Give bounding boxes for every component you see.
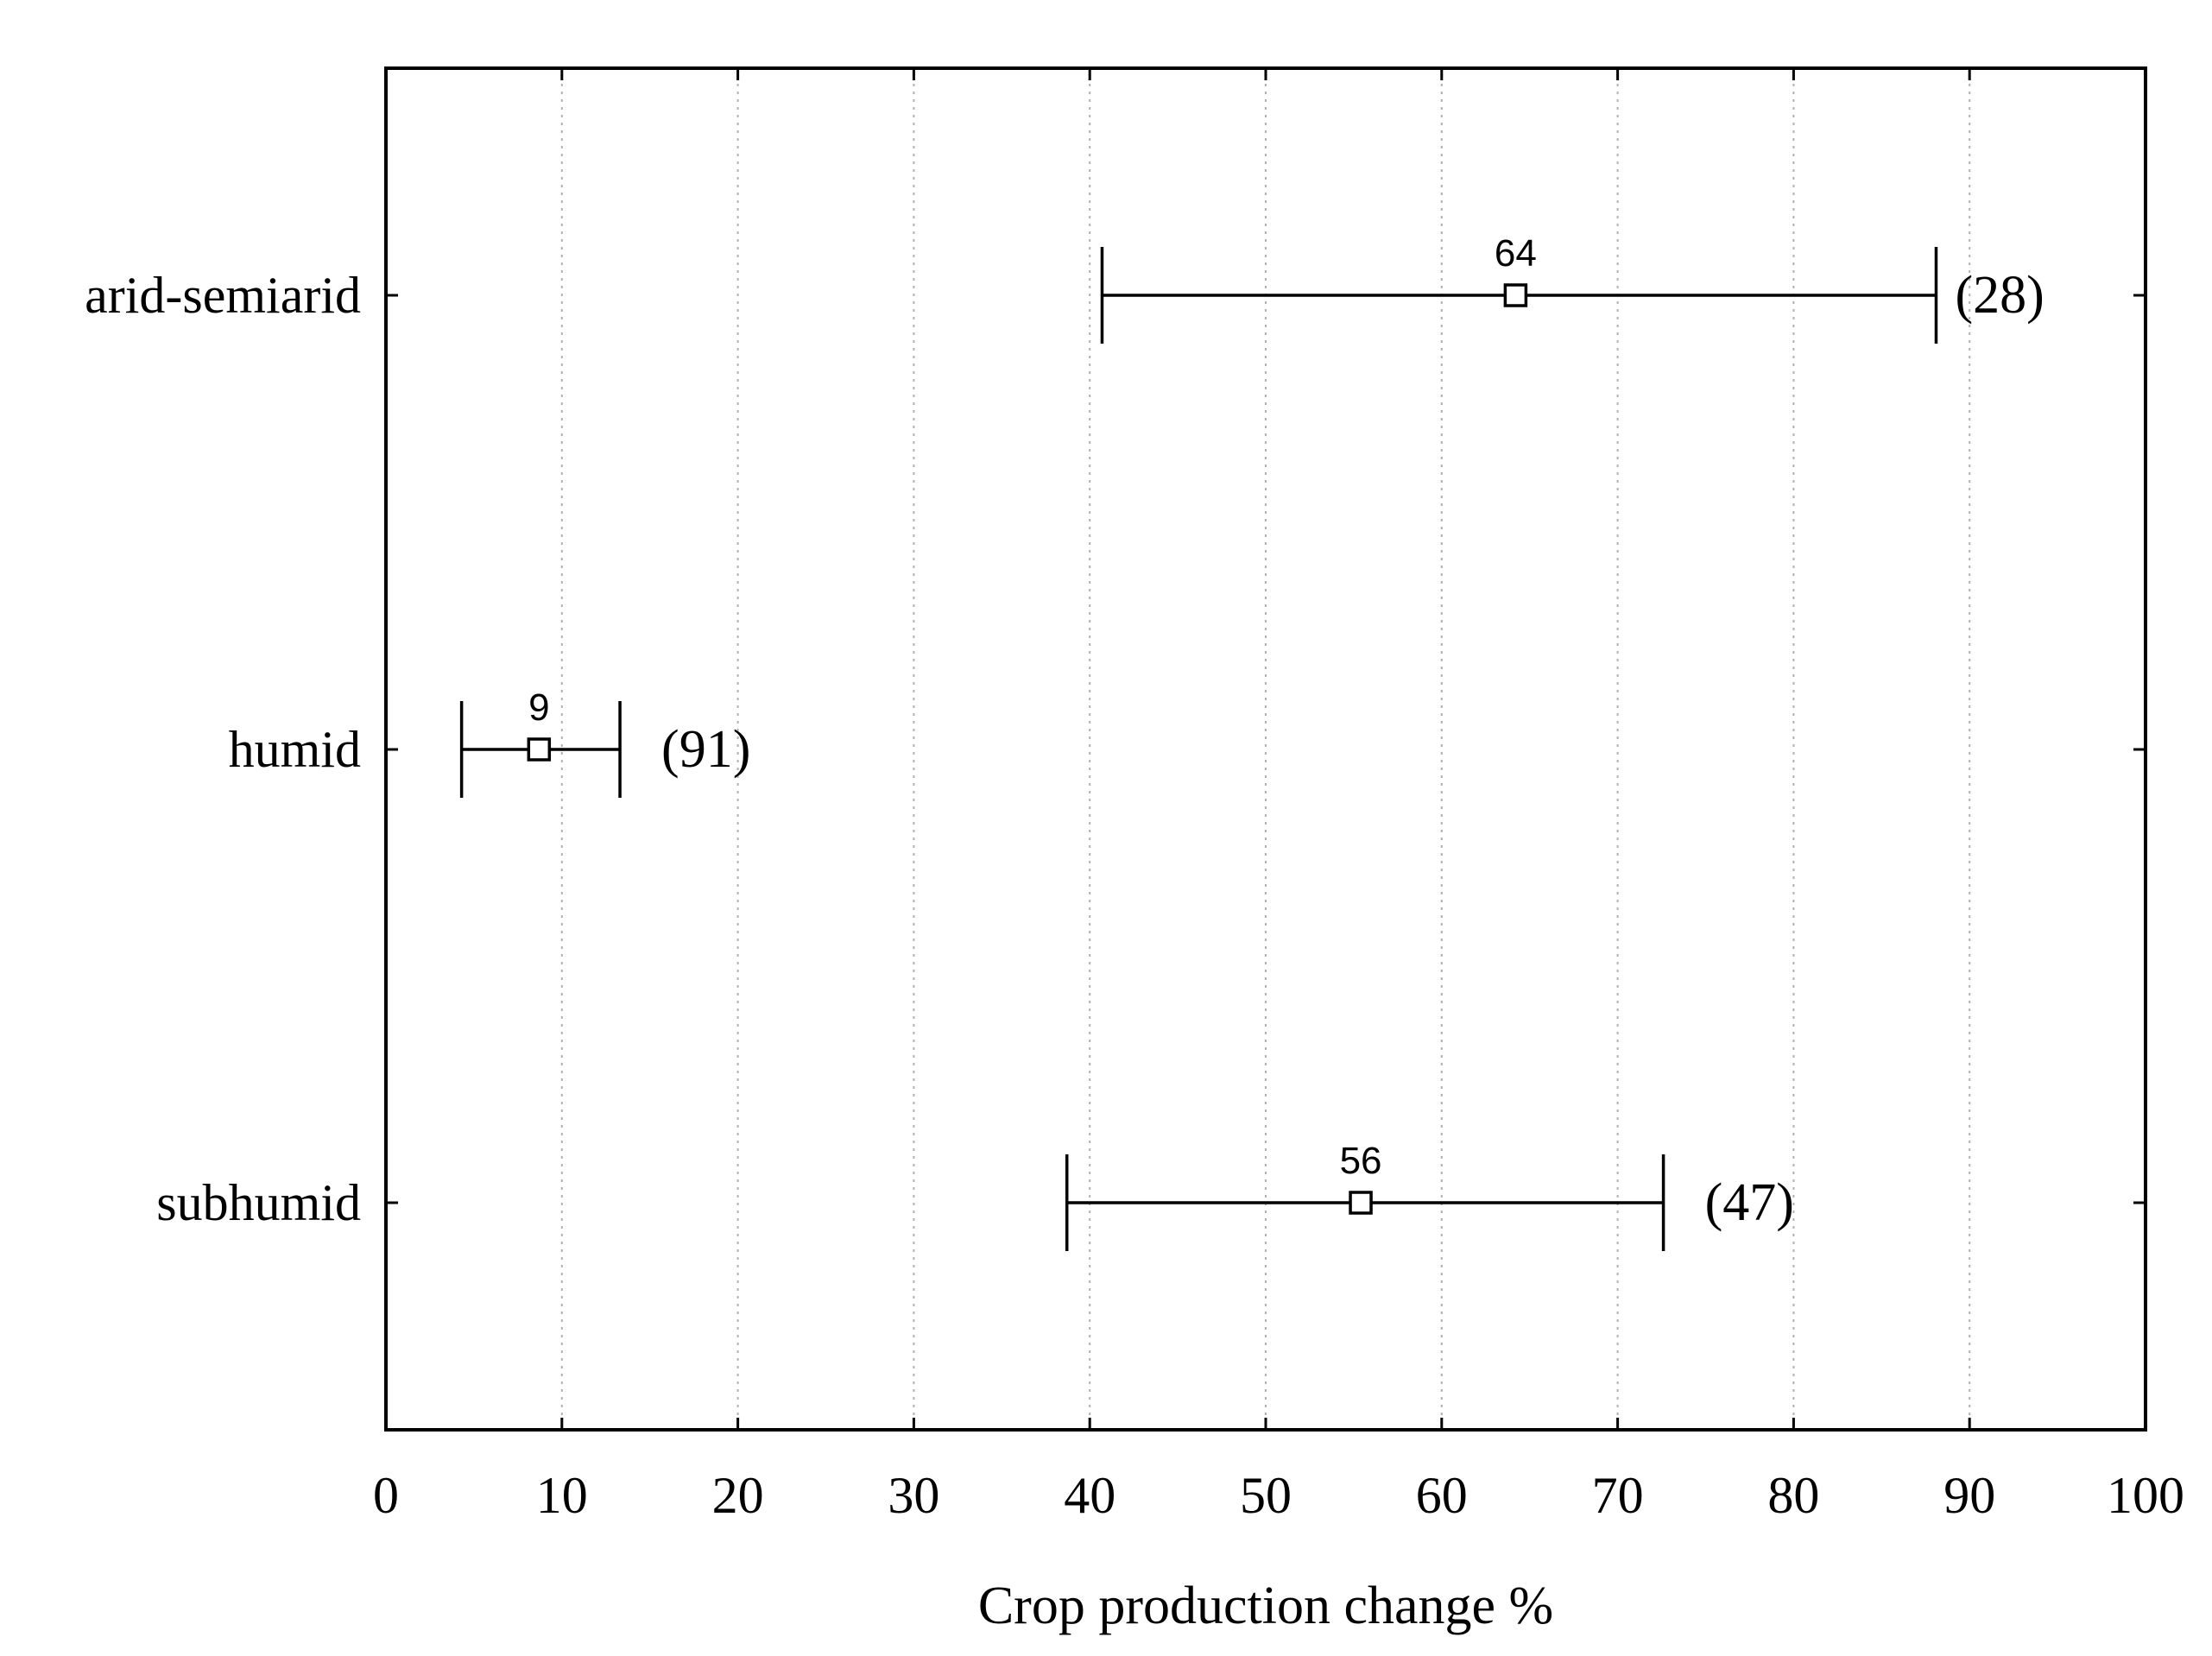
x-tick-label-40: 40 bbox=[1064, 1467, 1115, 1524]
error-bars: 64 (28) 9 (91) 56 (47) bbox=[459, 232, 2045, 1251]
mean-value-label-arid-semiarid: 64 bbox=[1495, 232, 1537, 275]
error-bar-humid: 9 (91) bbox=[459, 686, 750, 798]
x-tick-label-20: 20 bbox=[712, 1467, 764, 1524]
mean-marker-subhumid bbox=[1349, 1191, 1373, 1215]
x-tick-label-50: 50 bbox=[1240, 1467, 1292, 1524]
y-axis-categories: arid-semiarid humid subhumid bbox=[85, 267, 2146, 1231]
sample-size-label-subhumid: (47) bbox=[1705, 1173, 1794, 1232]
x-axis-title: Crop production change % bbox=[978, 1577, 1553, 1635]
sample-size-label-arid-semiarid: (28) bbox=[1955, 266, 2044, 325]
category-label-humid: humid bbox=[229, 721, 361, 778]
mean-value-label-subhumid: 56 bbox=[1340, 1140, 1382, 1182]
x-tick-label-0: 0 bbox=[373, 1467, 399, 1524]
mean-marker-humid bbox=[527, 737, 552, 762]
category-label-arid-semiarid: arid-semiarid bbox=[85, 267, 361, 324]
x-tick-label-100: 100 bbox=[2107, 1467, 2184, 1524]
x-tick-label-60: 60 bbox=[1416, 1467, 1468, 1524]
x-axis-ticks: 0 10 20 30 40 50 60 70 80 90 100 bbox=[373, 68, 2184, 1524]
mean-marker-arid-semiarid bbox=[1503, 283, 1528, 307]
x-tick-label-80: 80 bbox=[1767, 1467, 1819, 1524]
x-tick-label-30: 30 bbox=[888, 1467, 939, 1524]
error-bar-subhumid: 56 (47) bbox=[1065, 1140, 1794, 1251]
x-tick-label-90: 90 bbox=[1943, 1467, 1995, 1524]
category-label-subhumid: subhumid bbox=[156, 1174, 361, 1231]
x-tick-label-70: 70 bbox=[1592, 1467, 1644, 1524]
sample-size-label-humid: (91) bbox=[661, 720, 750, 779]
error-bar-arid-semiarid: 64 (28) bbox=[1100, 232, 2045, 344]
mean-value-label-humid: 9 bbox=[528, 686, 549, 729]
x-tick-label-10: 10 bbox=[536, 1467, 588, 1524]
